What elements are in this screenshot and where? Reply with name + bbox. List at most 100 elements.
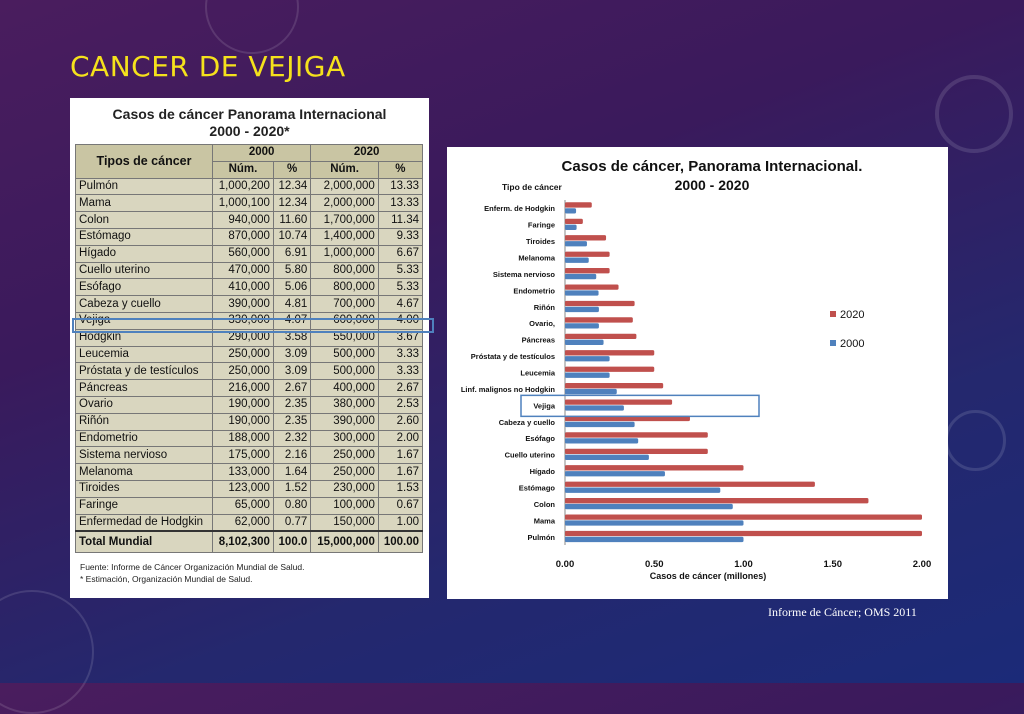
cell-type: Hígado (74, 244, 214, 263)
cell-pct-2020: 2.53 (377, 395, 424, 414)
category-label: Tiroides (526, 237, 555, 246)
category-label: Cabeza y cuello (499, 418, 556, 427)
total-pct-2020: 100.00 (377, 530, 424, 554)
x-axis-title: Casos de cáncer (millones) (650, 571, 767, 581)
table-row: Mama 1,000,100 12.34 2,000,000 13.33 (74, 194, 424, 213)
bar-2000 (565, 503, 733, 510)
cell-type: Faringe (74, 496, 214, 515)
cell-num-2000: 560,000 (212, 244, 274, 263)
chart-title: Casos de cáncer, Panorama Internacional. (562, 158, 863, 175)
cell-num-2000: 470,000 (212, 261, 274, 280)
col-header-num: Núm. (212, 160, 274, 179)
category-label: Mama (534, 516, 556, 525)
cell-type: Endometrio (74, 429, 214, 448)
cell-type: Riñón (74, 412, 214, 431)
cell-type: Tiroides (74, 479, 214, 498)
table-row: Sistema nervioso 175,000 2.16 250,000 1.67 (74, 446, 424, 465)
cell-pct-2020: 2.60 (377, 412, 424, 431)
col-header-year-2020: 2020 (310, 144, 423, 162)
cell-type: Cabeza y cuello (74, 295, 214, 313)
cell-num-2020: 500,000 (310, 345, 379, 364)
category-label: Pulmón (528, 533, 556, 542)
cell-num-2000: 190,000 (212, 412, 274, 431)
cell-pct-2020: 13.33 (377, 177, 424, 196)
cell-num-2000: 62,000 (212, 513, 274, 532)
x-tick-label: 0.00 (556, 559, 575, 570)
cell-pct-2020: 3.33 (377, 362, 424, 381)
bar-2020 (565, 530, 922, 537)
cell-pct-2000: 2.35 (272, 412, 312, 431)
bar-chart-panel: Casos de cáncer, Panorama Internacional.… (447, 147, 948, 599)
bar-2000 (565, 536, 744, 543)
category-label: Próstata y de testículos (471, 352, 555, 361)
table-row: Hígado 560,000 6.91 1,000,000 6.67 (74, 244, 424, 263)
source-note: Informe de Cáncer; OMS 2011 (768, 605, 917, 619)
cell-type: Mama (74, 194, 214, 213)
cell-type: Melanoma (74, 463, 214, 481)
category-label: Estómago (519, 484, 556, 493)
cell-num-2000: 870,000 (212, 227, 274, 246)
bar-2020 (565, 448, 708, 455)
cell-num-2020: 100,000 (310, 496, 379, 515)
cell-num-2020: 800,000 (310, 261, 379, 280)
category-label: Colon (534, 500, 556, 509)
table-row: Riñón 190,000 2.35 390,000 2.60 (74, 412, 424, 431)
table-row: Melanoma 133,000 1.64 250,000 1.67 (74, 463, 424, 481)
cell-pct-2020: 3.33 (377, 345, 424, 364)
category-label: Linf. malignos no Hodgkin (461, 385, 556, 394)
bar-2020 (565, 350, 655, 356)
cell-pct-2000: 12.34 (272, 194, 312, 213)
table-total-row: Total Mundial 8,102,300 100.0 15,000,000… (74, 530, 424, 554)
category-label: Riñón (534, 303, 556, 312)
cancer-table: Tipos de cáncer 2000 2020 Núm. % Núm. % … (74, 144, 424, 554)
bar-2020 (565, 514, 922, 520)
x-tick-label: 1.00 (734, 559, 753, 570)
bar-2000 (565, 405, 624, 411)
cell-num-2000: 190,000 (212, 395, 274, 414)
chart-legend: 2020 2000 (830, 309, 864, 350)
table-title-line1: Casos de cáncer Panorama Internacional (112, 106, 387, 122)
table-row: Páncreas 216,000 2.67 400,000 2.67 (74, 379, 424, 397)
cell-pct-2020: 4.67 (377, 295, 424, 313)
cell-pct-2000: 2.67 (272, 379, 312, 397)
category-label: Ovario, (529, 319, 555, 328)
category-label: Melanoma (518, 254, 556, 263)
category-label: Sistema nervioso (493, 270, 556, 279)
cell-num-2020: 2,000,000 (310, 177, 379, 196)
col-header-pct: % (272, 160, 312, 179)
col-header-num: Núm. (310, 160, 379, 179)
cell-pct-2020: 2.67 (377, 379, 424, 397)
cell-pct-2020: 0.67 (377, 496, 424, 515)
cell-num-2020: 250,000 (310, 446, 379, 465)
bar-2020 (565, 399, 673, 405)
cell-num-2000: 250,000 (212, 345, 274, 364)
decorative-circle (935, 75, 1013, 153)
cell-pct-2000: 0.77 (272, 513, 312, 532)
cancer-table-panel: Casos de cáncer Panorama Internacional 2… (70, 98, 429, 598)
cell-num-2020: 1,400,000 (310, 227, 379, 246)
bar-2020 (565, 383, 664, 389)
bar-2020 (565, 284, 619, 290)
table-body: Pulmón 1,000,200 12.34 2,000,000 13.33 Mama 1,… (74, 177, 424, 532)
cell-pct-2000: 6.91 (272, 244, 312, 263)
cell-pct-2000: 10.74 (272, 227, 312, 246)
cell-pct-2000: 2.16 (272, 446, 312, 465)
cell-pct-2020: 11.34 (377, 211, 424, 229)
cell-num-2000: 65,000 (212, 496, 274, 515)
table-title: Casos de cáncer Panorama Internacional 2… (70, 106, 429, 140)
category-label: Cuello uterino (505, 451, 556, 460)
cell-pct-2020: 2.00 (377, 429, 424, 448)
cell-num-2000: 410,000 (212, 278, 274, 297)
category-label: Vejiga (533, 401, 556, 410)
cell-pct-2020: 6.67 (377, 244, 424, 263)
cell-num-2020: 2,000,000 (310, 194, 379, 213)
bar-2000 (565, 339, 604, 345)
cell-num-2020: 400,000 (310, 379, 379, 397)
bar-2000 (565, 356, 610, 362)
cell-pct-2020: 5.33 (377, 261, 424, 280)
bar-2000 (565, 388, 617, 395)
bar-2000 (565, 471, 665, 477)
bar-2000 (565, 290, 599, 296)
legend-label-2000: 2000 (840, 338, 864, 350)
cell-type: Próstata y de testículos (74, 362, 214, 381)
